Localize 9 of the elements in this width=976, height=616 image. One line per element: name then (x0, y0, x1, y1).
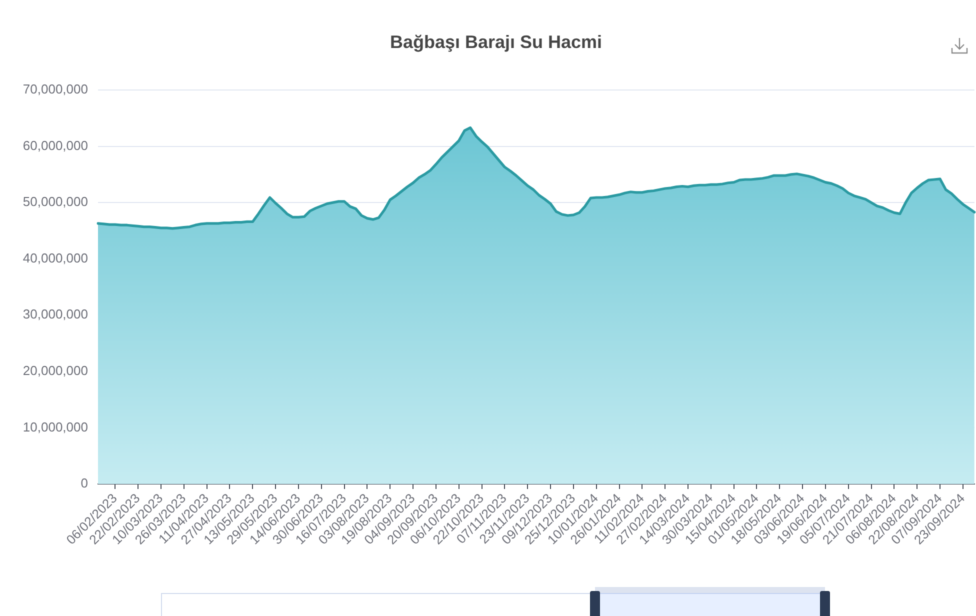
y-tick-label: 30,000,000 (22, 306, 88, 322)
y-tick-label: 60,000,000 (22, 138, 88, 153)
y-tick-label: 50,000,000 (22, 194, 88, 210)
y-tick-label: 0 (80, 476, 88, 491)
y-tick-label: 20,000,000 (22, 363, 88, 378)
y-tick-label: 10,000,000 (22, 419, 88, 434)
y-tick-label: 70,000,000 (22, 82, 88, 97)
chart-title: Bağbaşı Barajı Su Hacmi (388, 32, 604, 53)
y-tick-label: 40,000,000 (22, 250, 88, 266)
